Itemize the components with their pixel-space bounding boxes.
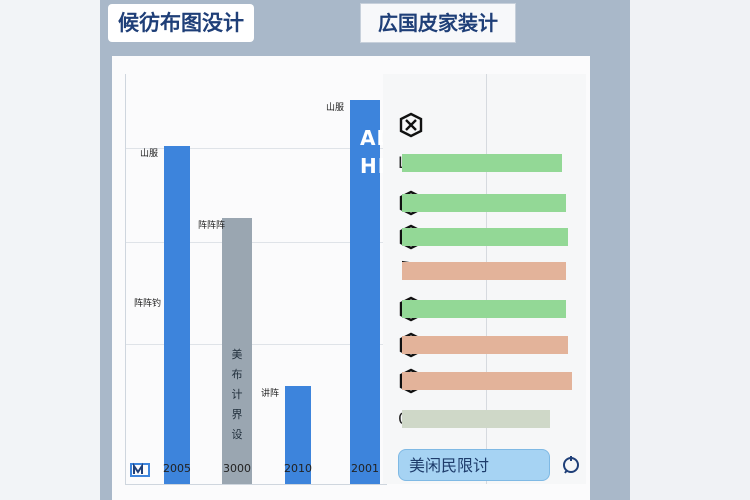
row-bar <box>402 336 568 354</box>
chart-bar-2 <box>285 386 311 484</box>
grey-bar-char: 布 <box>231 368 243 381</box>
grey-bar-char: 计 <box>231 388 243 401</box>
x-tick-label: 3000 <box>223 462 251 475</box>
y-axis <box>125 74 126 484</box>
chart-bar-1 <box>222 218 252 484</box>
chart-bar-0 <box>164 146 190 484</box>
row-bar <box>402 410 550 428</box>
x-tick-label: 2005 <box>163 462 191 475</box>
right-title: 広国皮家装计 <box>360 3 516 43</box>
row-bar <box>402 228 568 246</box>
highlight-bar-text: АDDHD HDA <box>360 124 446 180</box>
x-tick-label: 2001 <box>351 462 379 475</box>
chart-bar-3 <box>350 100 380 484</box>
bar-label-0: 山服 <box>140 149 159 160</box>
gridline <box>126 242 384 243</box>
gridline <box>126 148 384 149</box>
x-tick-label: 2010 <box>284 462 312 475</box>
legend-icon <box>130 462 150 478</box>
row-bar <box>402 194 566 212</box>
left-side <box>0 0 100 500</box>
x-axis <box>125 484 387 485</box>
right-side <box>630 0 750 500</box>
bar-label-2: 讲阵 <box>261 389 280 400</box>
footer-button[interactable]: 美闲民限讨 <box>398 449 550 481</box>
row-bar <box>402 262 566 280</box>
grey-bar-char: 美 <box>231 348 243 361</box>
hexagon-x-icon[interactable] <box>398 112 424 138</box>
bar-label-3: 山服 <box>326 103 345 114</box>
bar-label-1: 阵阵阵 <box>198 221 226 232</box>
y-axis-side-label: 阵阵钓 <box>134 299 162 309</box>
row-bar <box>402 300 566 318</box>
grey-bar-char: 设 <box>231 428 243 441</box>
grey-bar-char: 界 <box>231 408 243 421</box>
cycle-icon[interactable] <box>560 454 582 476</box>
row-bar <box>402 372 572 390</box>
row-bar <box>402 154 562 172</box>
left-title: 候彷布图没计 <box>108 4 254 42</box>
gridline <box>126 344 384 345</box>
